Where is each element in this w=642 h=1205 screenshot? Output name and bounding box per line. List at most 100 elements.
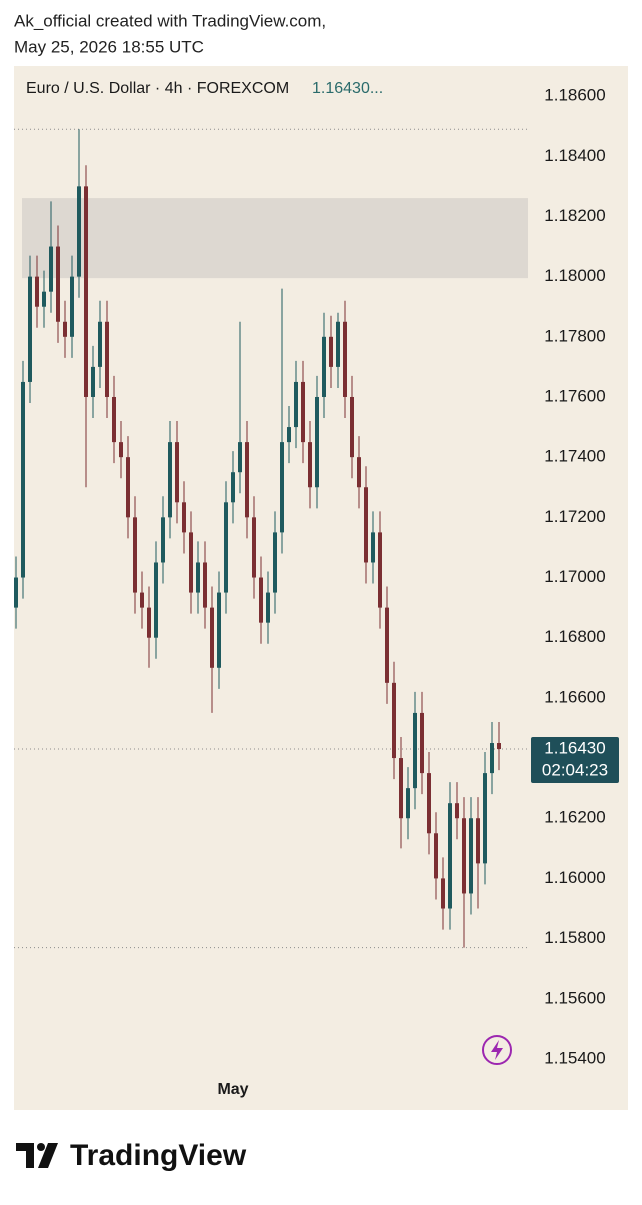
plot-area bbox=[14, 128, 530, 949]
candle-body bbox=[98, 321, 102, 367]
candle-body bbox=[357, 457, 361, 488]
y-tick-label: 1.16600 bbox=[544, 687, 605, 706]
candle-body bbox=[329, 336, 333, 367]
candle-body bbox=[294, 381, 298, 428]
candle-body bbox=[63, 321, 67, 337]
candle-body bbox=[364, 487, 368, 563]
chart-title: Euro / U.S. Dollar · 4h · FOREXCOM bbox=[26, 80, 289, 97]
candle-body bbox=[343, 321, 347, 397]
candle-body bbox=[490, 743, 494, 774]
candle-body bbox=[392, 682, 396, 759]
candle-body bbox=[84, 186, 88, 397]
candle-body bbox=[203, 562, 207, 608]
logo-shape bbox=[16, 1143, 34, 1168]
candle-body bbox=[70, 276, 74, 337]
candle-body bbox=[21, 381, 25, 578]
y-tick-label: 1.17400 bbox=[544, 447, 605, 466]
candle-body bbox=[133, 517, 137, 593]
logo-shape bbox=[37, 1143, 45, 1151]
candle-body bbox=[91, 366, 95, 397]
y-tick-label: 1.15600 bbox=[544, 988, 605, 1007]
y-tick-label: 1.17800 bbox=[544, 326, 605, 345]
candle-body bbox=[245, 442, 249, 518]
logo-shape bbox=[38, 1143, 58, 1168]
candle-body bbox=[280, 442, 284, 533]
candle-body bbox=[119, 442, 123, 458]
candle-body bbox=[49, 246, 53, 292]
candle-body bbox=[196, 562, 200, 593]
countdown-label: 02:04:23 bbox=[542, 761, 608, 780]
last-price-label: 1.16430 bbox=[544, 739, 605, 758]
candle-body bbox=[231, 472, 235, 503]
candle-body bbox=[35, 276, 39, 307]
candle-body bbox=[259, 577, 263, 623]
candle-body bbox=[441, 878, 445, 909]
candle-body bbox=[14, 577, 18, 608]
y-tick-label: 1.17600 bbox=[544, 386, 605, 405]
icon-bolt[interactable] bbox=[491, 1040, 503, 1060]
candle-body bbox=[350, 396, 354, 458]
y-tick-label: 1.17000 bbox=[544, 567, 605, 586]
candle-body bbox=[273, 532, 277, 593]
y-tick-label: 1.18200 bbox=[544, 206, 605, 225]
candle-body bbox=[378, 532, 382, 608]
candle-body bbox=[315, 396, 319, 488]
candle-body bbox=[77, 186, 81, 277]
candle-body bbox=[140, 592, 144, 608]
supply-zone bbox=[22, 198, 528, 279]
candle-body bbox=[175, 442, 179, 503]
icon-circle[interactable] bbox=[482, 1035, 512, 1065]
candle-body bbox=[147, 607, 151, 638]
candle-body bbox=[189, 532, 193, 593]
y-tick-label: 1.15400 bbox=[544, 1048, 605, 1067]
candle-body bbox=[287, 427, 291, 443]
candle-body bbox=[413, 712, 417, 789]
y-tick-label: 1.16000 bbox=[544, 868, 605, 887]
candle-body bbox=[322, 336, 326, 397]
y-tick-label: 1.18400 bbox=[544, 146, 605, 165]
candle-body bbox=[161, 517, 165, 563]
brand-name: TradingView bbox=[70, 1139, 247, 1172]
candle-body bbox=[168, 442, 172, 518]
candle-body bbox=[266, 592, 270, 623]
candle-body bbox=[224, 502, 228, 593]
candle-body bbox=[385, 607, 389, 683]
candle-body bbox=[476, 818, 480, 864]
brand-logo bbox=[16, 1143, 58, 1168]
candle-body bbox=[427, 773, 431, 834]
y-tick-label: 1.17200 bbox=[544, 507, 605, 526]
y-tick-label: 1.18000 bbox=[544, 266, 605, 285]
candle-body bbox=[210, 607, 214, 668]
candle-body bbox=[455, 803, 459, 819]
candle-body bbox=[28, 276, 32, 382]
candle-body bbox=[217, 592, 221, 668]
candle-body bbox=[308, 442, 312, 488]
candle-body bbox=[238, 442, 242, 473]
header-line: Ak_official created with TradingView.com… bbox=[14, 11, 326, 30]
y-tick-label: 1.15800 bbox=[544, 928, 605, 947]
candle-body bbox=[126, 457, 130, 518]
lightning-icon[interactable] bbox=[482, 1035, 512, 1065]
candle-body bbox=[112, 396, 116, 443]
candle-body bbox=[469, 818, 473, 894]
candle-body bbox=[252, 517, 256, 578]
candle-body bbox=[371, 532, 375, 563]
candle-body bbox=[497, 743, 501, 750]
candle-body bbox=[462, 818, 466, 894]
candle-body bbox=[448, 803, 452, 909]
header-line: May 25, 2026 18:55 UTC bbox=[14, 37, 204, 56]
candle-body bbox=[420, 712, 424, 774]
candle-body bbox=[56, 246, 60, 322]
candle-body bbox=[105, 321, 109, 397]
candle-body bbox=[154, 562, 158, 638]
y-tick-label: 1.18600 bbox=[544, 86, 605, 105]
header-price: 1.16430... bbox=[312, 80, 383, 97]
candle-body bbox=[399, 758, 403, 819]
y-tick-label: 1.16800 bbox=[544, 627, 605, 646]
x-tick-label: May bbox=[217, 1081, 248, 1098]
candle-body bbox=[182, 502, 186, 533]
candle-body bbox=[483, 773, 487, 864]
candle-body bbox=[336, 321, 340, 367]
